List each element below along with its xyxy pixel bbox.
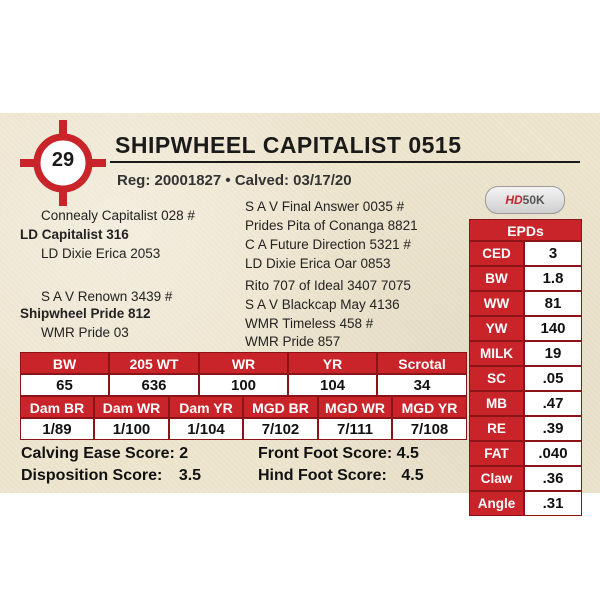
epd-row: SC .05 bbox=[469, 366, 582, 391]
sire: LD Capitalist 316 bbox=[20, 227, 129, 242]
animal-name: SHIPWHEEL CAPITALIST 0515 bbox=[115, 132, 462, 158]
perf-value: 7/102 bbox=[243, 418, 318, 440]
perf-header: Dam WR bbox=[94, 396, 169, 418]
perf-value: 1/104 bbox=[169, 418, 243, 440]
front-foot-value: 4.5 bbox=[396, 445, 419, 462]
dam-dam: WMR Pride 03 bbox=[41, 325, 129, 340]
lot-number-badge: 29 bbox=[20, 120, 106, 206]
epd-label: CED bbox=[469, 241, 524, 266]
performance-table: BW 205 WT WR YR Scrotal 65 636 100 104 3… bbox=[20, 352, 467, 440]
epd-label: MB bbox=[469, 391, 524, 416]
pedigree-ancestor: LD Dixie Erica Oar 0853 bbox=[245, 256, 391, 271]
epd-row: FAT .040 bbox=[469, 441, 582, 466]
epd-value: .05 bbox=[524, 366, 582, 391]
epd-row: WW 81 bbox=[469, 291, 582, 316]
perf-value: 34 bbox=[377, 374, 467, 396]
hind-foot-label: Hind Foot Score: bbox=[258, 467, 387, 484]
perf-value: 1/100 bbox=[94, 418, 169, 440]
epd-label: RE bbox=[469, 416, 524, 441]
calving-ease-score: Calving Ease Score: 2 bbox=[21, 445, 188, 463]
pedigree-ancestor: WMR Pride 857 bbox=[245, 334, 341, 349]
dam: Shipwheel Pride 812 bbox=[20, 306, 151, 321]
disposition-label: Disposition Score: bbox=[21, 467, 163, 484]
perf-value: 104 bbox=[288, 374, 377, 396]
epd-row: Claw .36 bbox=[469, 466, 582, 491]
sire-sire: Connealy Capitalist 028 # bbox=[41, 208, 195, 223]
epd-label: SC bbox=[469, 366, 524, 391]
epd-label: WW bbox=[469, 291, 524, 316]
epd-value: .39 bbox=[524, 416, 582, 441]
epd-value: 81 bbox=[524, 291, 582, 316]
epd-row: RE .39 bbox=[469, 416, 582, 441]
pedigree-ancestor: WMR Timeless 458 # bbox=[245, 316, 374, 331]
perf-header: MGD YR bbox=[392, 396, 467, 418]
epd-value: 140 bbox=[524, 316, 582, 341]
hind-foot-value: 4.5 bbox=[401, 467, 424, 484]
epd-row: Angle .31 bbox=[469, 491, 582, 516]
perf-header: MGD WR bbox=[318, 396, 392, 418]
pedigree-ancestor: S A V Final Answer 0035 # bbox=[245, 199, 405, 214]
hd50k-logo: HD50K bbox=[485, 186, 565, 214]
title-divider bbox=[110, 161, 580, 163]
perf-value: 7/108 bbox=[392, 418, 467, 440]
perf-header: Dam YR bbox=[169, 396, 243, 418]
sire-dam: LD Dixie Erica 2053 bbox=[41, 246, 161, 261]
perf-header: 205 WT bbox=[109, 352, 199, 374]
epd-header: EPDs bbox=[469, 219, 582, 241]
epd-row: MILK 19 bbox=[469, 341, 582, 366]
epd-label: YW bbox=[469, 316, 524, 341]
calving-ease-value: 2 bbox=[179, 445, 189, 462]
epd-row: BW 1.8 bbox=[469, 266, 582, 291]
pedigree-ancestor: C A Future Direction 5321 # bbox=[245, 237, 411, 252]
perf-header: WR bbox=[199, 352, 288, 374]
epd-row: YW 140 bbox=[469, 316, 582, 341]
perf-header: Dam BR bbox=[20, 396, 94, 418]
dam-header-row: Dam BR Dam WR Dam YR MGD BR MGD WR MGD Y… bbox=[20, 396, 467, 418]
epd-value: 3 bbox=[524, 241, 582, 266]
epd-row: MB .47 bbox=[469, 391, 582, 416]
hind-foot-score: Hind Foot Score: 4.5 bbox=[258, 467, 424, 485]
pedigree-ancestor: S A V Blackcap May 4136 bbox=[245, 297, 400, 312]
epd-table: EPDs CED 3 BW 1.8 WW 81 YW 140 MILK 19 SC .05 … bbox=[469, 219, 582, 516]
epd-label: Angle bbox=[469, 491, 524, 516]
perf-header: BW bbox=[20, 352, 109, 374]
perf-header: Scrotal bbox=[377, 352, 467, 374]
epd-label: Claw bbox=[469, 466, 524, 491]
pedigree-ancestor: Prides Pita of Conanga 8821 bbox=[245, 218, 418, 233]
epd-row: CED 3 bbox=[469, 241, 582, 266]
registration-line: Reg: 20001827 • Calved: 03/17/20 bbox=[117, 172, 352, 189]
epd-label: BW bbox=[469, 266, 524, 291]
perf-header: MGD BR bbox=[243, 396, 318, 418]
perf-header: YR bbox=[288, 352, 377, 374]
epd-value: .47 bbox=[524, 391, 582, 416]
disposition-value: 3.5 bbox=[178, 467, 202, 484]
front-foot-label: Front Foot Score: bbox=[258, 445, 393, 462]
calving-ease-label: Calving Ease Score: bbox=[21, 445, 175, 462]
performance-header-row: BW 205 WT WR YR Scrotal bbox=[20, 352, 467, 374]
dam-value-row: 1/89 1/100 1/104 7/102 7/111 7/108 bbox=[20, 418, 467, 440]
pedigree-ancestor: Rito 707 of Ideal 3407 7075 bbox=[245, 278, 411, 293]
lot-number: 29 bbox=[51, 149, 75, 171]
epd-label: MILK bbox=[469, 341, 524, 366]
perf-value: 636 bbox=[109, 374, 199, 396]
dam-sire: S A V Renown 3439 # bbox=[41, 289, 173, 304]
crosshair-icon bbox=[20, 120, 106, 206]
epd-value: 1.8 bbox=[524, 266, 582, 291]
epd-value: .040 bbox=[524, 441, 582, 466]
perf-value: 1/89 bbox=[20, 418, 94, 440]
logo-hd-text: HD bbox=[505, 193, 523, 207]
performance-value-row: 65 636 100 104 34 bbox=[20, 374, 467, 396]
epd-value: .31 bbox=[524, 491, 582, 516]
perf-value: 7/111 bbox=[318, 418, 392, 440]
epd-value: .36 bbox=[524, 466, 582, 491]
perf-value: 100 bbox=[199, 374, 288, 396]
front-foot-score: Front Foot Score: 4.5 bbox=[258, 445, 419, 463]
epd-label: FAT bbox=[469, 441, 524, 466]
epd-value: 19 bbox=[524, 341, 582, 366]
logo-rest-text: 50K bbox=[522, 193, 545, 207]
disposition-score: Disposition Score: 3.5 bbox=[21, 467, 201, 485]
perf-value: 65 bbox=[20, 374, 109, 396]
